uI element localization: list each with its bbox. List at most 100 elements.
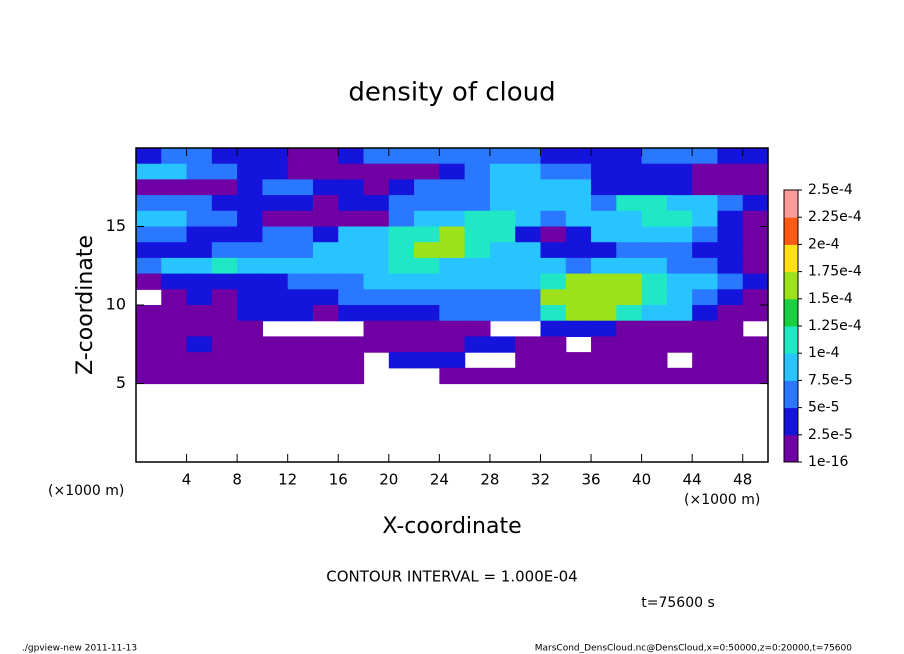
heat-cell [262,163,289,180]
y-unit: (×1000 m) [48,483,124,499]
heat-cell [616,352,643,369]
heat-cell [414,320,440,337]
heat-cell [540,289,567,306]
heat-cell [464,148,491,165]
heat-cell [489,195,516,212]
heat-cell [464,305,491,322]
heat-cell [515,148,542,165]
heat-cell [287,148,314,165]
heat-cell [616,148,643,165]
heat-cell [161,289,188,306]
heat-cell [414,163,440,180]
x-tick-label: 16 [329,471,348,489]
heat-cell [692,163,719,180]
heat-cell [211,336,238,353]
heat-cell [388,273,415,290]
heat-cell [363,289,390,306]
heat-cell [161,226,188,243]
colorbar-label: 1.25e-4 [808,318,862,334]
heat-cell [717,195,744,212]
heat-cell [338,352,365,369]
heat-cell [439,289,466,306]
heat-cell [388,195,415,212]
heat-cell [641,226,668,243]
heat-cell [161,336,188,353]
heat-cell [540,148,567,165]
heat-cell [591,195,617,212]
heat-cell [641,320,668,337]
colorbar-label: 1.5e-4 [808,291,853,307]
heat-cell [591,163,617,180]
heat-cell [489,273,516,290]
heat-cell [262,242,289,259]
heat-cell [666,289,693,306]
heat-cell [641,210,668,228]
heat-cell [489,163,516,180]
heat-cell [692,179,719,196]
heat-cell [388,179,415,196]
heat-cell [237,289,263,306]
heat-cell [515,195,542,212]
heat-cell [388,257,415,275]
heat-cell [161,242,188,259]
heat-cell [211,352,238,369]
heat-cell [692,195,719,212]
heat-cell [287,305,314,322]
heat-cell [414,148,440,165]
heat-cell [565,148,592,165]
heat-cell [262,305,289,322]
heat-cell [666,210,693,228]
heat-cell [464,226,491,243]
heat-cell [591,148,617,165]
heat-cell [237,195,263,212]
heat-cell [742,148,769,165]
heat-cell [186,163,213,180]
heat-cell [338,179,365,196]
heat-cell [136,305,162,322]
x-tick-label: 24 [430,471,449,489]
heat-cell [515,210,542,228]
heat-cell [136,195,162,212]
heat-cell [742,305,769,322]
heat-cell [388,210,415,228]
heat-cell [565,179,592,196]
heat-cell [237,320,263,337]
heat-cell [287,226,314,243]
heat-cell [742,336,769,353]
heat-cell [161,257,188,275]
heat-cell [540,273,567,290]
heat-cell [414,210,440,228]
heat-cell [742,273,769,290]
heat-cell [717,257,744,275]
heat-cell [666,242,693,259]
heat-cell [464,367,491,385]
heat-cell [489,179,516,196]
heat-cell [312,289,339,306]
heat-cell [565,352,592,369]
heat-cell [161,195,188,212]
heat-cell [591,367,617,385]
heat-cell [616,226,643,243]
heat-cell [489,336,516,353]
heat-cell [186,273,213,290]
heat-cell [565,226,592,243]
heat-cell [338,305,365,322]
heat-cell [616,289,643,306]
heat-cell [338,242,365,259]
heat-cell [742,210,769,228]
colorbar-label: 2.5e-5 [808,427,853,443]
heat-cell [161,210,188,228]
heat-cell [161,179,188,196]
heat-cell [742,179,769,196]
heat-cell [540,163,567,180]
heat-cell [312,305,339,322]
heat-cell [287,179,314,196]
heat-cell [186,242,213,259]
heat-cell [211,210,238,228]
heat-cell [186,257,213,275]
heat-cell [540,179,567,196]
heat-cell [515,226,542,243]
heat-cell [338,195,365,212]
heat-cell [439,242,466,259]
heat-cell [211,273,238,290]
